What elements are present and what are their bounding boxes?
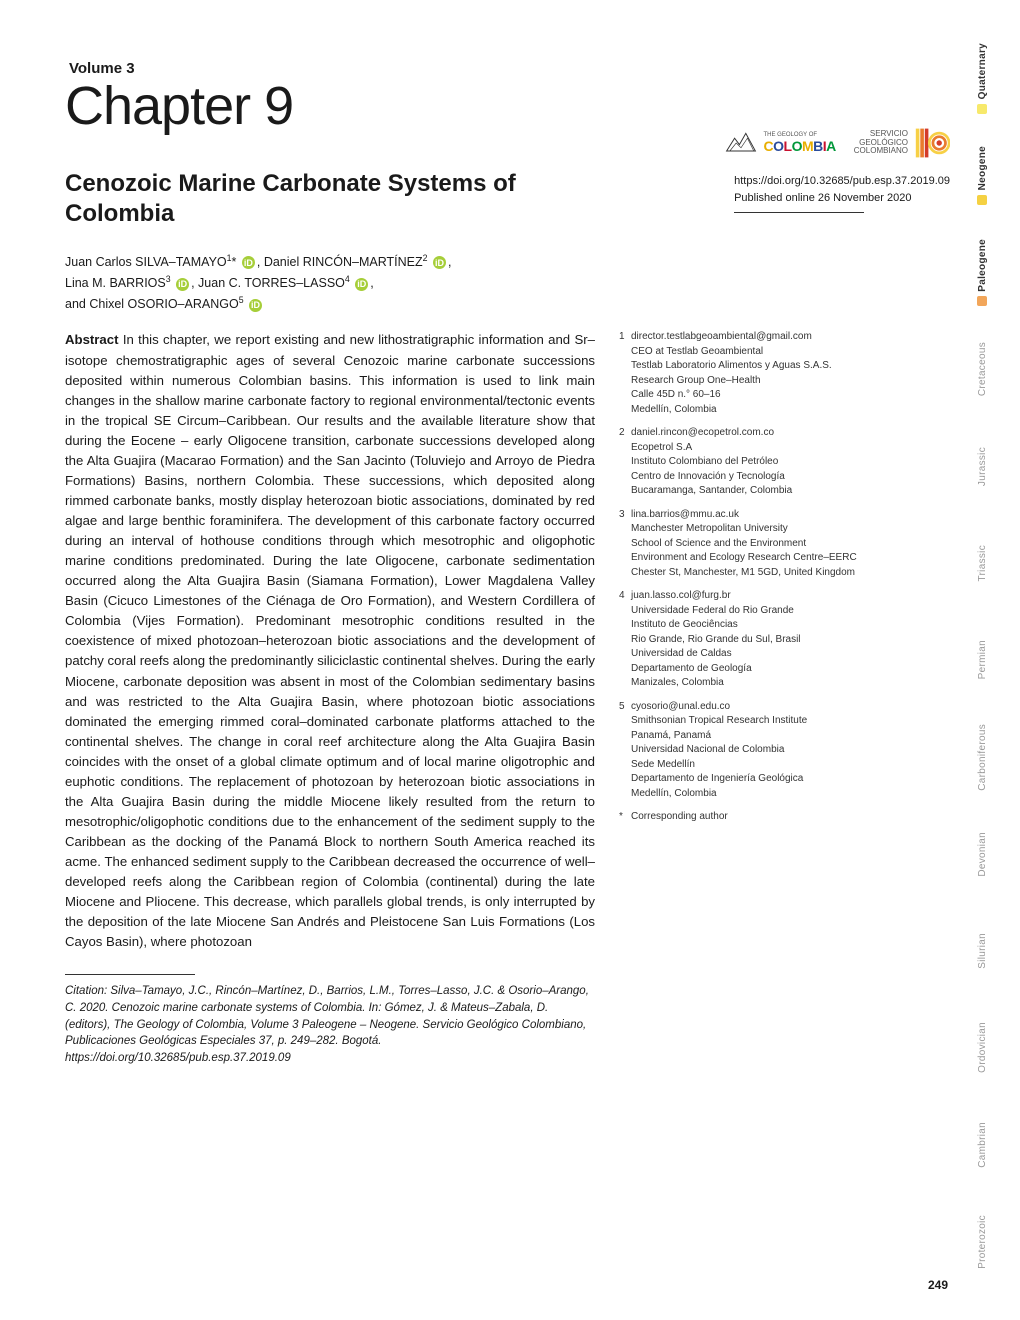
affiliation-number: 2 bbox=[619, 426, 625, 441]
affiliation-line: CEO at Testlab Geoambiental bbox=[631, 345, 950, 360]
affiliation-line: Bucaramanga, Santander, Colombia bbox=[631, 484, 950, 499]
affiliation-line: Ecopetrol S.A bbox=[631, 441, 950, 456]
affiliation-line: Departamento de Geología bbox=[631, 662, 950, 677]
affiliation-line: Sede Medellín bbox=[631, 758, 950, 773]
citation-text: Citation: Silva–Tamayo, J.C., Rincón–Mar… bbox=[65, 983, 595, 1066]
orcid-icon[interactable]: iD bbox=[355, 278, 368, 291]
author-3: Lina M. BARRIOS bbox=[65, 276, 166, 290]
two-column-layout: Abstract In this chapter, we report exis… bbox=[65, 330, 950, 1066]
spiral-icon bbox=[914, 125, 950, 161]
affiliation-email[interactable]: lina.barrios@mmu.ac.uk bbox=[631, 508, 950, 523]
affiliation-line: Manizales, Colombia bbox=[631, 676, 950, 691]
author-3-sup: 3 bbox=[166, 274, 171, 284]
affiliation-email[interactable]: juan.lasso.col@furg.br bbox=[631, 589, 950, 604]
title-row: Cenozoic Marine Carbonate Systems of Col… bbox=[65, 169, 950, 229]
affiliation-item: 1director.testlabgeoambiental@gmail.comC… bbox=[619, 330, 950, 417]
affiliation-line: Departamento de Ingeniería Geológica bbox=[631, 772, 950, 787]
author-1-star: * bbox=[232, 255, 237, 269]
orcid-icon[interactable]: iD bbox=[249, 299, 262, 312]
affiliation-line: Universidad de Caldas bbox=[631, 647, 950, 662]
authors-block: Juan Carlos SILVA–TAMAYO1* iD, Daniel RI… bbox=[65, 251, 950, 314]
author-1: Juan Carlos SILVA–TAMAYO bbox=[65, 255, 227, 269]
author-4-sup: 4 bbox=[345, 274, 350, 284]
orcid-icon[interactable]: iD bbox=[242, 256, 255, 269]
affiliation-line: School of Science and the Environment bbox=[631, 537, 950, 552]
header-row: Volume 3 Chapter 9 THE GEOLOGY OF COLOMB… bbox=[65, 60, 950, 161]
affiliation-line: Medellín, Colombia bbox=[631, 403, 950, 418]
abstract-paragraph: Abstract In this chapter, we report exis… bbox=[65, 330, 595, 952]
affiliation-line: Instituto de Geociências bbox=[631, 618, 950, 633]
affiliation-line: Panamá, Panamá bbox=[631, 729, 950, 744]
author-4: Juan C. TORRES–LASSO bbox=[198, 276, 345, 290]
affiliation-line: Manchester Metropolitan University bbox=[631, 522, 950, 537]
affiliations-column: 1director.testlabgeoambiental@gmail.comC… bbox=[619, 330, 950, 1066]
affiliation-item: 5 cyosorio@unal.edu.coSmithsonian Tropica… bbox=[619, 700, 950, 802]
doi-url[interactable]: https://doi.org/10.32685/pub.esp.37.2019… bbox=[734, 173, 950, 190]
affiliation-line: Universidade Federal do Rio Grande bbox=[631, 604, 950, 619]
article-title: Cenozoic Marine Carbonate Systems of Col… bbox=[65, 169, 585, 229]
author-5-sup: 5 bbox=[239, 295, 244, 305]
affiliation-line: Universidad Nacional de Colombia bbox=[631, 743, 950, 758]
affiliation-number: 4 bbox=[619, 589, 625, 604]
affiliation-line: Environment and Ecology Research Centre–… bbox=[631, 551, 950, 566]
affiliation-line: Medellín, Colombia bbox=[631, 787, 950, 802]
affiliation-number: * bbox=[619, 810, 623, 825]
affiliation-item: * Corresponding author bbox=[619, 810, 950, 825]
author-2: Daniel RINCÓN–MARTÍNEZ bbox=[264, 255, 423, 269]
affiliation-item: 3 lina.barrios@mmu.ac.ukManchester Metrop… bbox=[619, 508, 950, 581]
page-content: Volume 3 Chapter 9 THE GEOLOGY OF COLOMB… bbox=[0, 0, 1020, 1320]
mountain-icon bbox=[725, 127, 757, 159]
affiliation-email[interactable]: daniel.rincon@ecopetrol.com.co bbox=[631, 426, 950, 441]
geology-colombia-logo: THE GEOLOGY OF COLOMBIA bbox=[725, 127, 835, 159]
citation-rule bbox=[65, 974, 195, 975]
affiliation-item: 2 daniel.rincon@ecopetrol.com.coEcopetrol… bbox=[619, 426, 950, 499]
affiliation-item: 4 juan.lasso.col@furg.brUniversidade Fede… bbox=[619, 589, 950, 691]
orcid-icon[interactable]: iD bbox=[176, 278, 189, 291]
published-date: Published online 26 November 2020 bbox=[734, 190, 950, 207]
sgc-line3: COLOMBIANO bbox=[854, 147, 908, 156]
volume-label: Volume 3 bbox=[69, 60, 725, 77]
affiliation-line: Calle 45D n.° 60–16 bbox=[631, 388, 950, 403]
and-word: and bbox=[65, 297, 86, 311]
orcid-icon[interactable]: iD bbox=[433, 256, 446, 269]
affiliation-line: Chester St, Manchester, M1 5GD, United K… bbox=[631, 566, 950, 581]
affiliation-number: 3 bbox=[619, 508, 625, 523]
abstract-label: Abstract bbox=[65, 332, 119, 347]
affiliation-line: Instituto Colombiano del Petróleo bbox=[631, 455, 950, 470]
abstract-body: In this chapter, we report existing and … bbox=[65, 332, 595, 949]
affiliation-email[interactable]: director.testlabgeoambiental@gmail.com bbox=[631, 330, 950, 345]
affiliations-list: 1director.testlabgeoambiental@gmail.comC… bbox=[619, 330, 950, 825]
header-logos: THE GEOLOGY OF COLOMBIA SERVICIO GEOLÓGI… bbox=[725, 125, 950, 161]
affiliation-line: Centro de Innovación y Tecnología bbox=[631, 470, 950, 485]
logo-colombia-word: COLOMBIA bbox=[763, 139, 835, 154]
sgc-logo: SERVICIO GEOLÓGICO COLOMBIANO bbox=[854, 125, 950, 161]
main-column: Abstract In this chapter, we report exis… bbox=[65, 330, 595, 1066]
doi-rule bbox=[734, 212, 864, 213]
author-5: Chixel OSORIO–ARANGO bbox=[89, 297, 238, 311]
doi-block: https://doi.org/10.32685/pub.esp.37.2019… bbox=[734, 169, 950, 213]
affiliation-email[interactable]: Corresponding author bbox=[631, 810, 950, 825]
author-2-sup: 2 bbox=[423, 253, 428, 263]
affiliation-number: 1 bbox=[619, 330, 625, 345]
affiliation-line: Research Group One–Health bbox=[631, 374, 950, 389]
page-number: 249 bbox=[928, 1278, 948, 1292]
affiliation-line: Smithsonian Tropical Research Institute bbox=[631, 714, 950, 729]
chapter-label: Chapter 9 bbox=[65, 79, 725, 133]
affiliation-number: 5 bbox=[619, 700, 625, 715]
affiliation-line: Rio Grande, Rio Grande du Sul, Brasil bbox=[631, 633, 950, 648]
affiliation-email[interactable]: cyosorio@unal.edu.co bbox=[631, 700, 950, 715]
affiliation-line: Testlab Laboratorio Alimentos y Aguas S.… bbox=[631, 359, 950, 374]
